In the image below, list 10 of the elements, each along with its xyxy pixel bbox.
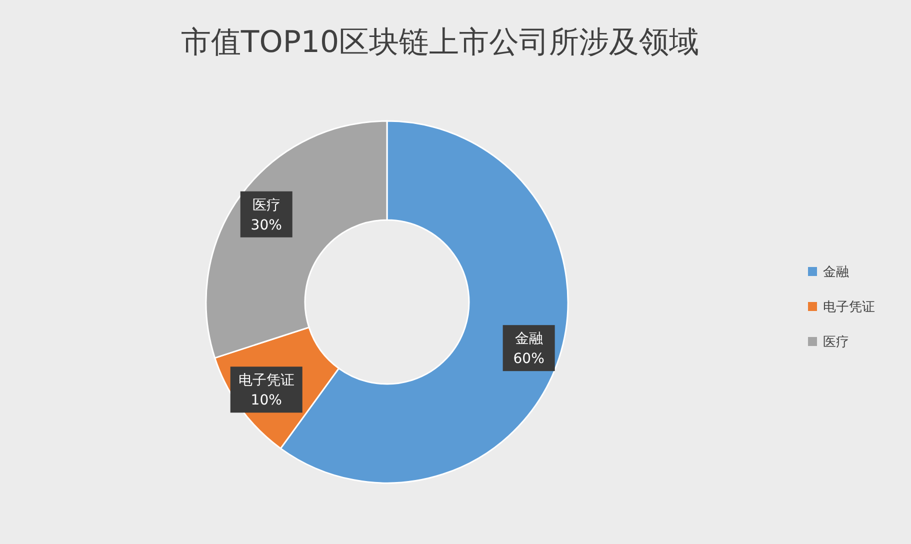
slice-label: 医疗: [252, 197, 280, 214]
data-label: 30%: [250, 217, 282, 234]
data-label: 10%: [250, 392, 282, 409]
legend-label: 电子凭证: [823, 300, 875, 315]
legend-label: 医疗: [823, 335, 849, 350]
chart-title: 市值TOP10区块链上市公司所涉及领域: [180, 25, 700, 60]
data-label: 60%: [513, 351, 544, 368]
slice-label: 金融: [514, 331, 543, 348]
slice-label: 电子凭证: [238, 372, 294, 389]
legend-label: 金融: [823, 265, 849, 280]
